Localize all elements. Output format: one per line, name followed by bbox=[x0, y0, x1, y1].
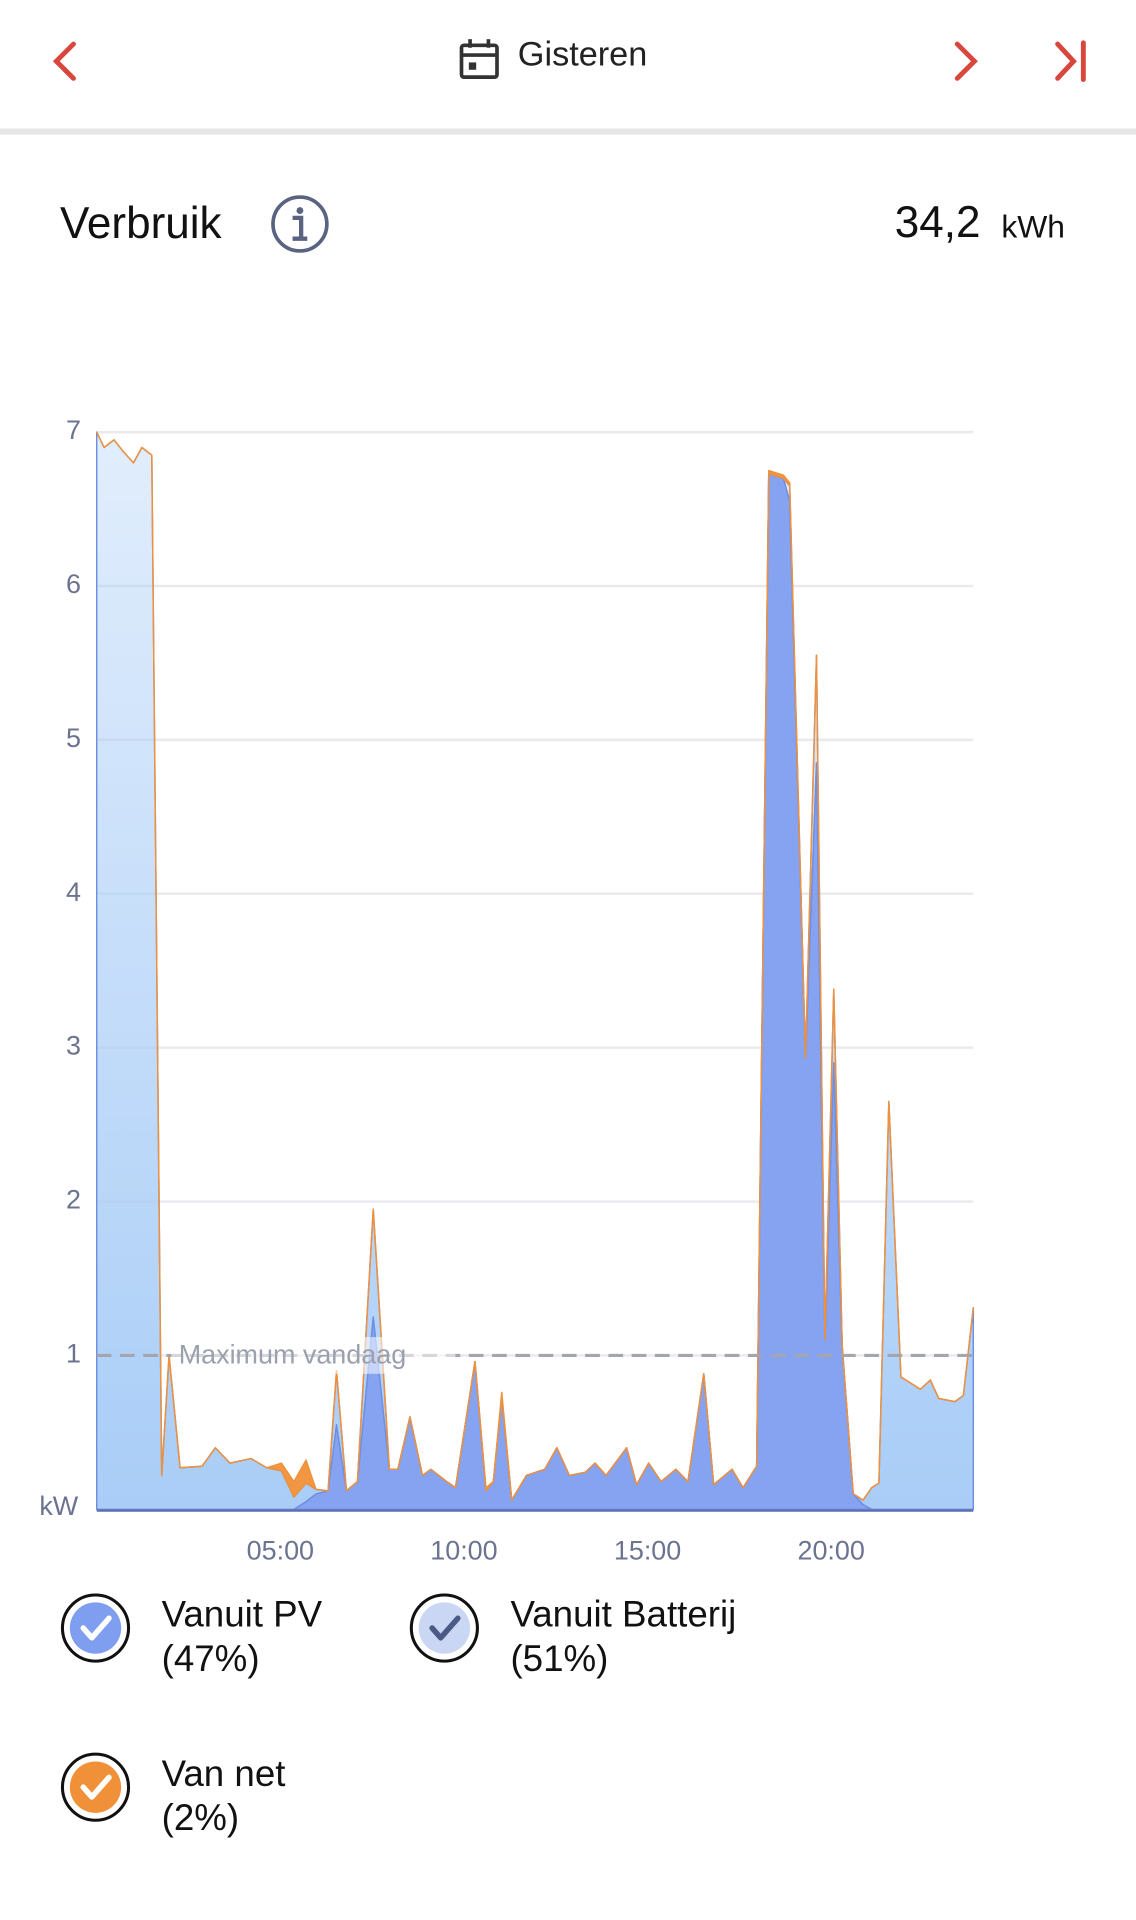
section-title: Verbruik bbox=[60, 199, 223, 248]
legend-label: Van net bbox=[162, 1753, 286, 1794]
y-tick-label: 6 bbox=[66, 569, 81, 599]
date-title[interactable]: Gisteren bbox=[518, 35, 648, 73]
total-unit: kWh bbox=[1001, 208, 1065, 244]
legend-check bbox=[429, 1615, 461, 1641]
x-tick-label: 20:00 bbox=[797, 1535, 864, 1565]
x-tick-label: 10:00 bbox=[430, 1535, 497, 1565]
legend: Vanuit PV(47%) Vanuit Batterij(51%) Van ne… bbox=[60, 1593, 736, 1838]
total-value: 34,2 bbox=[895, 198, 981, 247]
reference-label: Maximum vandaag bbox=[179, 1340, 406, 1370]
legend-label: Vanuit PV bbox=[162, 1594, 323, 1635]
y-tick-label: 5 bbox=[66, 723, 81, 753]
last-button[interactable] bbox=[1055, 40, 1086, 83]
legend-item[interactable]: Vanuit PV(47%) bbox=[60, 1593, 323, 1679]
legend-swatch bbox=[69, 1602, 122, 1654]
legend-share: (2%) bbox=[162, 1797, 240, 1838]
next-button[interactable] bbox=[954, 41, 978, 81]
y-tick-label: 3 bbox=[66, 1031, 81, 1061]
x-tick-label: 05:00 bbox=[247, 1535, 314, 1565]
legend-swatch bbox=[69, 1761, 122, 1813]
info-button[interactable] bbox=[271, 195, 329, 253]
legend-share: (51%) bbox=[510, 1638, 608, 1679]
legend-item[interactable]: Van net(2%) bbox=[60, 1752, 286, 1838]
y-tick-label: 2 bbox=[66, 1185, 81, 1215]
legend-share: (47%) bbox=[162, 1638, 260, 1679]
top-bar: Gisteren bbox=[0, 35, 1136, 135]
y-tick-label: 1 bbox=[66, 1339, 81, 1369]
x-tick-label: 15:00 bbox=[614, 1535, 681, 1565]
legend-swatch bbox=[418, 1602, 471, 1654]
legend-check bbox=[80, 1774, 112, 1800]
legend-item[interactable]: Vanuit Batterij(51%) bbox=[409, 1593, 736, 1679]
y-tick-label: 7 bbox=[66, 415, 81, 445]
back-button[interactable] bbox=[52, 41, 76, 81]
divider bbox=[0, 128, 1136, 135]
chart: 1 2 3 4 5 6 7 kW 05:00 10:00 15:00 20:00 Maximum van… bbox=[39, 415, 975, 1565]
area-2 bbox=[95, 431, 975, 1501]
reference-label-bg bbox=[171, 1337, 456, 1374]
legend-label: Vanuit Batterij bbox=[510, 1594, 736, 1635]
legend-check bbox=[80, 1615, 112, 1641]
y-tick-label: 4 bbox=[66, 877, 81, 907]
y-axis-label: kW bbox=[39, 1491, 78, 1521]
calendar-icon bbox=[459, 39, 499, 79]
